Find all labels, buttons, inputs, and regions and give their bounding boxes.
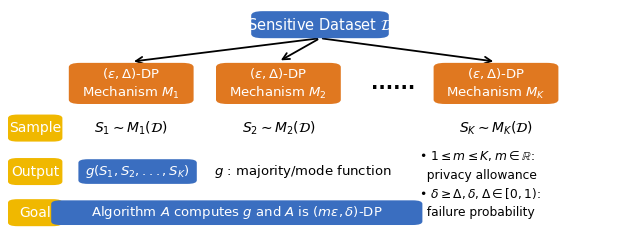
- FancyBboxPatch shape: [8, 199, 63, 226]
- Text: Goal: Goal: [19, 206, 51, 220]
- Text: privacy allowance: privacy allowance: [419, 168, 537, 182]
- Text: $g$ : majority/mode function: $g$ : majority/mode function: [214, 163, 392, 180]
- Text: $(\epsilon,\Delta)$-DP
Mechanism $M_K$: $(\epsilon,\Delta)$-DP Mechanism $M_K$: [446, 66, 546, 101]
- Text: Sample: Sample: [9, 121, 61, 135]
- FancyBboxPatch shape: [51, 200, 422, 225]
- FancyBboxPatch shape: [8, 158, 63, 185]
- Text: ......: ......: [371, 74, 416, 93]
- Text: $S_2 \sim M_2(\mathcal{D})$: $S_2 \sim M_2(\mathcal{D})$: [241, 119, 316, 137]
- Text: $g(S_1,S_2,...,S_K)$: $g(S_1,S_2,...,S_K)$: [85, 163, 190, 180]
- Text: $(\epsilon,\Delta)$-DP
Mechanism $M_1$: $(\epsilon,\Delta)$-DP Mechanism $M_1$: [83, 66, 180, 101]
- Text: Algorithm $A$ computes $g$ and $A$ is $(m\epsilon,\delta)$-DP: Algorithm $A$ computes $g$ and $A$ is $(…: [91, 204, 383, 221]
- Text: Output: Output: [11, 164, 60, 179]
- FancyBboxPatch shape: [434, 63, 559, 104]
- Text: $S_K \sim M_K(\mathcal{D})$: $S_K \sim M_K(\mathcal{D})$: [459, 119, 533, 137]
- FancyBboxPatch shape: [8, 114, 63, 141]
- Text: • $1 \leq m \leq K, m \in \mathbb{R}$:: • $1 \leq m \leq K, m \in \mathbb{R}$:: [419, 149, 535, 163]
- FancyBboxPatch shape: [216, 63, 340, 104]
- Text: failure probability: failure probability: [419, 206, 535, 219]
- FancyBboxPatch shape: [252, 11, 389, 38]
- Text: $S_1 \sim M_1(\mathcal{D})$: $S_1 \sim M_1(\mathcal{D})$: [94, 119, 168, 137]
- FancyBboxPatch shape: [68, 63, 193, 104]
- Text: Sensitive Dataset $\mathcal{D}$: Sensitive Dataset $\mathcal{D}$: [246, 17, 394, 33]
- Text: $(\epsilon,\Delta)$-DP
Mechanism $M_2$: $(\epsilon,\Delta)$-DP Mechanism $M_2$: [230, 66, 327, 101]
- Text: • $\delta \geq \Delta, \delta, \Delta \in [0,1)$:: • $\delta \geq \Delta, \delta, \Delta \i…: [419, 186, 541, 201]
- FancyBboxPatch shape: [79, 159, 197, 184]
